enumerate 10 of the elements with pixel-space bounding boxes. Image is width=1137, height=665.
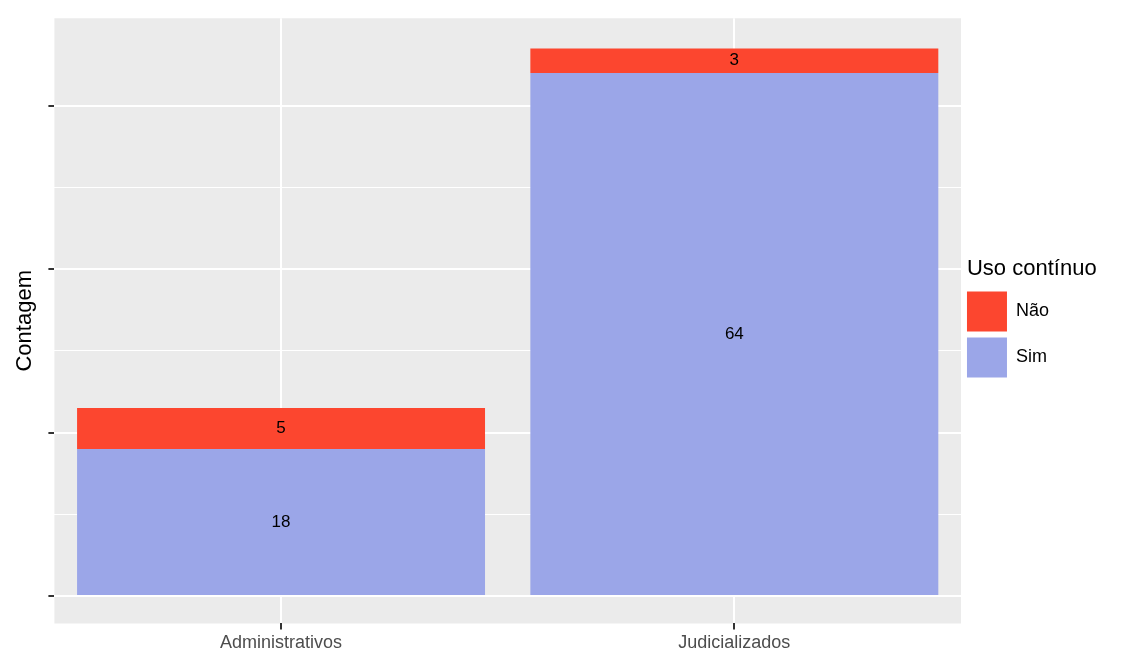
x-tick-label: Judicializados (678, 632, 791, 653)
data-label: 3 (729, 50, 740, 70)
data-label: 18 (271, 511, 291, 531)
x-tick-label: Administrativos (220, 632, 343, 653)
y-axis-title: Contagem (11, 270, 37, 372)
legend-label: Sim (1015, 346, 1047, 367)
data-label: 5 (276, 418, 286, 438)
legend-title: Uso contínuo (966, 254, 1097, 280)
legend-label: Não (1015, 300, 1050, 321)
data-label: 64 (724, 323, 744, 343)
